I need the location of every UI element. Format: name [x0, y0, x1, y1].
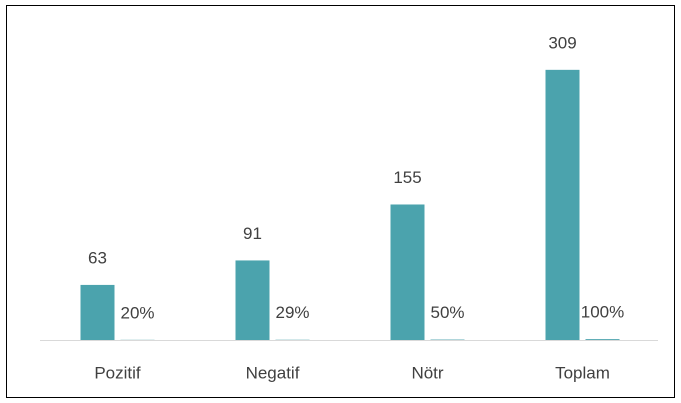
bar	[80, 284, 115, 340]
bar	[585, 339, 620, 340]
bar	[235, 260, 270, 340]
bar	[390, 204, 425, 340]
data-label: 29%	[275, 303, 309, 322]
x-tick-label: Toplam	[555, 363, 610, 382]
data-label: 100%	[581, 303, 624, 322]
x-tick-label: Pozitif	[94, 363, 141, 382]
x-tick-label: Nötr	[411, 363, 443, 382]
bar	[545, 69, 580, 341]
data-label: 20%	[120, 303, 154, 322]
data-label: 91	[243, 224, 262, 243]
data-label: 155	[393, 168, 421, 187]
data-label: 63	[88, 248, 107, 267]
x-tick-label: Negatif	[246, 363, 300, 382]
data-label: 309	[548, 33, 576, 52]
data-label: 50%	[430, 303, 464, 322]
